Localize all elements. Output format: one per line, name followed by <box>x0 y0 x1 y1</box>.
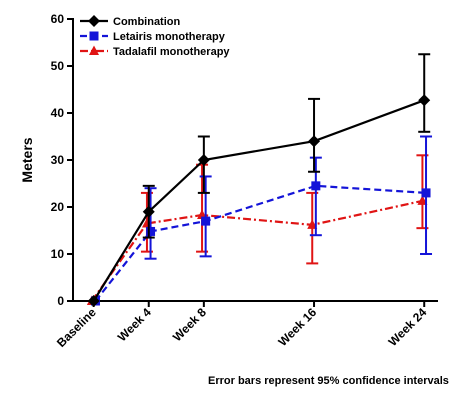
x-tick-label: Week 8 <box>170 305 209 344</box>
y-tick-label: 0 <box>57 294 64 308</box>
data-point <box>308 135 321 148</box>
series-line <box>94 184 427 302</box>
x-tick-label: Baseline <box>54 305 99 350</box>
data-point <box>417 195 428 205</box>
chart-legend: Combination Letairis monotherapy Tadalafil… <box>80 15 230 58</box>
series-line <box>92 99 425 302</box>
legend-label: Letairis monotherapy <box>113 31 226 43</box>
series-tadalafil-monotherapy <box>86 154 429 305</box>
legend-label: Tadalafil monotherapy <box>113 46 230 58</box>
data-point <box>146 226 156 236</box>
x-tick-label: Week 24 <box>386 305 430 349</box>
legend-label: Combination <box>113 16 180 28</box>
y-tick-label: 60 <box>51 12 65 26</box>
data-point <box>311 181 321 191</box>
legend-item: Letairis monotherapy <box>80 31 226 43</box>
y-tick-label: 30 <box>51 153 65 167</box>
chart-series <box>86 53 433 307</box>
data-point <box>307 219 318 229</box>
series-combination <box>87 53 431 307</box>
data-point <box>421 188 431 198</box>
legend-swatch-marker <box>88 15 100 27</box>
data-point <box>197 154 210 166</box>
legend-swatch-marker <box>89 31 99 41</box>
legend-item: Combination <box>80 15 180 28</box>
y-tick-label: 40 <box>51 106 65 120</box>
y-tick-label: 20 <box>51 200 65 214</box>
data-point <box>142 205 155 218</box>
x-tick-label: Week 4 <box>115 305 154 344</box>
data-point <box>201 216 211 226</box>
y-axis-ticks: 0 10 20 30 40 50 60 <box>51 12 73 308</box>
x-axis-ticks: Baseline Week 4 Week 8 Week 16 Week 24 <box>54 301 430 350</box>
legend-swatch-marker <box>89 45 99 55</box>
y-tick-label: 10 <box>51 247 65 261</box>
y-tick-label: 50 <box>51 59 65 73</box>
legend-item: Tadalafil monotherapy <box>80 45 230 58</box>
y-axis-label: Meters <box>19 137 35 182</box>
x-tick-label: Week 16 <box>275 305 319 349</box>
chart-annotation: Error bars represent 95% confidence inte… <box>208 375 449 387</box>
data-point <box>418 94 431 107</box>
chart-axes <box>72 18 438 302</box>
data-point <box>87 295 100 307</box>
